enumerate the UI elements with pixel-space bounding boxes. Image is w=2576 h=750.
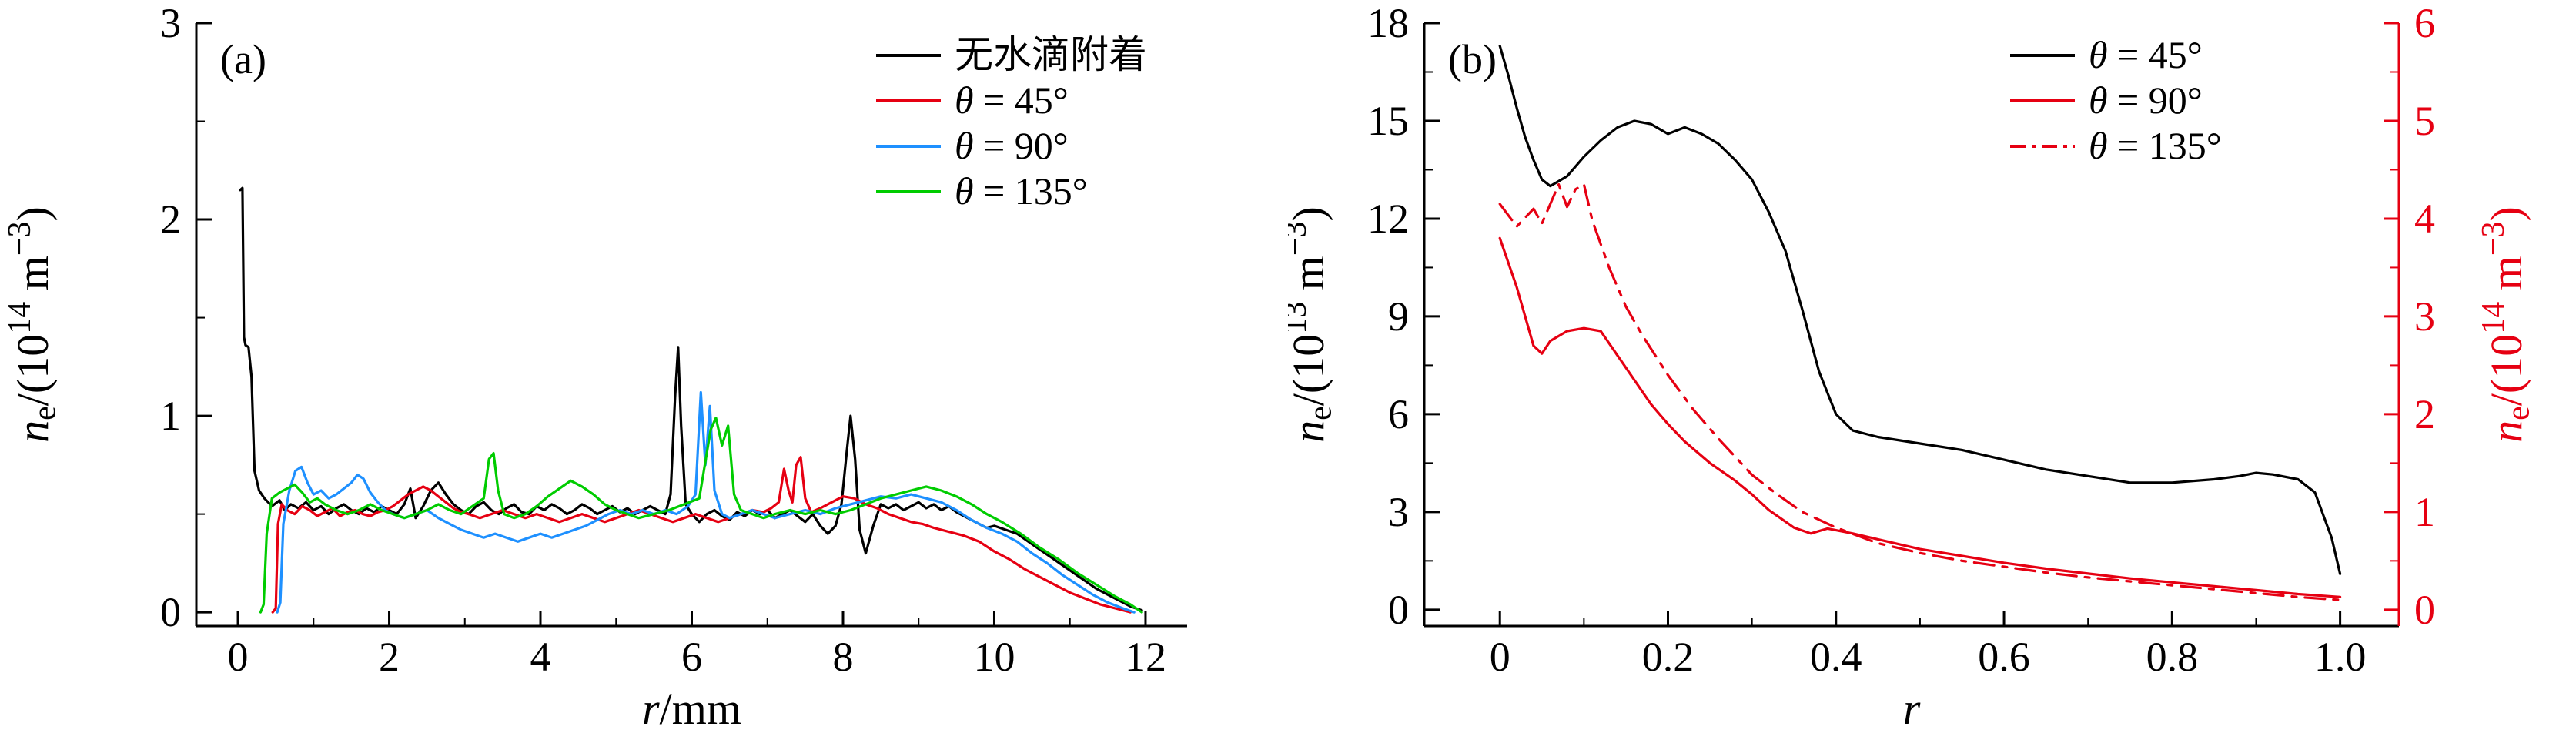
y-right-tick-label: 2 xyxy=(2414,391,2435,437)
y-tick-label: 1 xyxy=(160,393,181,439)
series-line-0 xyxy=(1498,45,2342,575)
legend-label: θ = 90° xyxy=(2089,79,2203,122)
x-tick-label: 4 xyxy=(530,634,551,680)
x-tick-label: 0.2 xyxy=(1642,634,1694,680)
y-tick-label: 9 xyxy=(1388,293,1409,340)
panel-label: (b) xyxy=(1448,36,1497,82)
y-tick-label: 6 xyxy=(1388,391,1409,437)
x-tick-label: 8 xyxy=(832,634,853,680)
x-tick-label: 0.8 xyxy=(2146,634,2199,680)
y-right-tick-label: 0 xyxy=(2414,587,2435,633)
y-tick-label: 15 xyxy=(1367,98,1409,144)
series-line-3 xyxy=(259,417,1143,614)
legend-label: θ = 135° xyxy=(2089,124,2222,167)
legend-label: θ = 45° xyxy=(2089,33,2203,76)
legend-label: θ = 45° xyxy=(955,79,1069,122)
y-right-tick-label: 6 xyxy=(2414,0,2435,46)
y-right-tick-label: 3 xyxy=(2414,293,2435,340)
y-right-tick-label: 4 xyxy=(2414,196,2435,242)
y-tick-label: 18 xyxy=(1367,0,1409,46)
y-tick-label: 0 xyxy=(1388,587,1409,633)
x-tick-label: 10 xyxy=(973,634,1015,680)
x-axis-title: r/mm xyxy=(642,684,741,734)
x-tick-label: 0.4 xyxy=(1810,634,1862,680)
y-tick-label: 3 xyxy=(160,0,181,46)
x-axis-title: r xyxy=(1903,684,1921,734)
series-line-2 xyxy=(276,390,1136,614)
x-tick-label: 2 xyxy=(379,634,400,680)
y-right-tick-label: 5 xyxy=(2414,98,2435,144)
legend-label: θ = 135° xyxy=(955,169,1088,213)
x-tick-label: 0 xyxy=(228,634,249,680)
series-line-1 xyxy=(1498,236,2342,598)
y-right-axis-title: ne/(1014 m−3) xyxy=(2476,206,2537,443)
x-tick-label: 6 xyxy=(681,634,702,680)
legend-label: θ = 90° xyxy=(955,124,1069,167)
y-axis-title: ne/(1013 m−3) xyxy=(1288,206,1338,443)
y-tick-label: 2 xyxy=(160,196,181,243)
panel-label: (a) xyxy=(220,36,266,82)
x-tick-label: 0 xyxy=(1490,634,1510,680)
series-line-0 xyxy=(239,186,1143,612)
x-tick-label: 12 xyxy=(1125,634,1166,680)
legend-label: 无水滴附着 xyxy=(955,33,1147,76)
x-tick-label: 0.6 xyxy=(1978,634,2030,680)
y-right-tick-label: 1 xyxy=(2414,489,2435,535)
y-tick-label: 0 xyxy=(160,589,181,635)
series-line-2 xyxy=(1498,182,2342,601)
y-tick-label: 3 xyxy=(1388,489,1409,535)
y-tick-label: 12 xyxy=(1367,196,1409,242)
panel-b-chart: 0 0.2 0.4 0.6 0.8 1.003691215180123456rne/(10… xyxy=(1288,0,2576,750)
y-axis-title: ne/(1014 m−3) xyxy=(2,206,63,443)
x-tick-label: 1.0 xyxy=(2314,634,2367,680)
